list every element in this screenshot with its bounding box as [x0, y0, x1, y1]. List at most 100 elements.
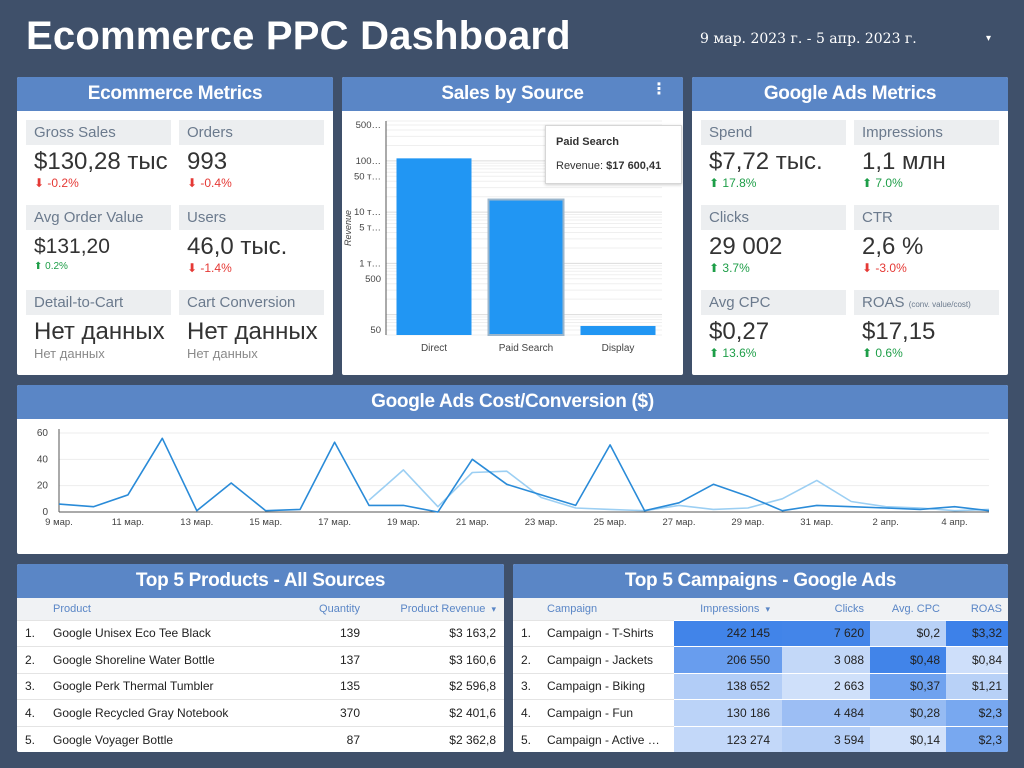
campaign-roas: $2,3: [946, 725, 1008, 752]
product-revenue: $3 160,6: [368, 646, 504, 673]
product-quantity: 137: [278, 646, 368, 673]
campaign-avg-cpc: $0,28: [870, 699, 946, 726]
product-name: Google Perk Thermal Tumbler: [53, 672, 278, 700]
tile-value: Нет данных: [34, 318, 165, 345]
tile-label: Cart Conversion: [179, 290, 324, 315]
ecommerce-metrics-card: Ecommerce Metrics Gross Sales $130,28 ты…: [17, 77, 333, 375]
header-impressions[interactable]: Impressions ▾: [674, 598, 782, 620]
tile-delta: ⬆ 0.2%: [34, 261, 68, 272]
avg-order-value-tile: Avg Order Value $131,20 ⬆ 0.2%: [26, 205, 171, 272]
header-product-revenue-label: Product Revenue: [400, 602, 486, 615]
tile-delta: ⬇ -1.4%: [187, 261, 232, 275]
header-product[interactable]: Product: [53, 598, 278, 620]
header-product-revenue[interactable]: Product Revenue ▾: [368, 598, 504, 620]
y-tick-label: 500…: [356, 120, 381, 131]
date-range-picker[interactable]: 9 мар. 2023 г. - 5 апр. 2023 г.: [700, 31, 917, 47]
y-tick-label: 1 т…: [359, 258, 381, 269]
orders-tile: Orders 993 ⬇ -0.4%: [179, 120, 324, 190]
campaign-avg-cpc: $0,2: [870, 619, 946, 647]
tile-value: $131,20: [34, 235, 110, 258]
campaign-avg-cpc: $0,14: [870, 725, 946, 752]
cost-conversion-line-chart: 0 20 40 60 9 мар. 11 мар. 13 мар. 15 мар. 17 мар…: [37, 428, 990, 528]
y-tick-label: 40: [37, 454, 49, 465]
bar-paid-search: [487, 198, 565, 337]
campaign-clicks: 3 088: [782, 646, 870, 673]
tile-label: Avg CPC: [701, 290, 846, 315]
row-index: 2.: [513, 646, 547, 673]
campaign-clicks: 3 594: [782, 725, 870, 752]
row-index: 3.: [513, 672, 547, 700]
spend-tile: Spend $7,72 тыс. ⬆ 17.8%: [701, 120, 846, 190]
table-row[interactable]: 4. Campaign - Fun 130 186 4 484 $0,28 $2,3: [513, 699, 1008, 726]
header-quantity[interactable]: Quantity: [278, 598, 368, 620]
product-quantity: 370: [278, 699, 368, 726]
tile-value: $17,15: [862, 318, 936, 345]
x-tick-label: 4 апр.: [941, 517, 967, 528]
campaign-name: Campaign - Biking: [547, 672, 674, 700]
header-clicks[interactable]: Clicks: [782, 598, 870, 620]
sales-by-source-card: Sales by Source ⋮ 500… 100… 50 т… 10 т… 5 т……: [342, 77, 683, 375]
row-index: 2.: [17, 646, 53, 673]
x-tick-label: 29 мар.: [731, 517, 764, 528]
chart-tooltip: Paid Search Revenue: $17 600,41: [545, 125, 682, 184]
header-roas[interactable]: ROAS: [946, 598, 1008, 620]
card-title: Google Ads Metrics: [692, 77, 1008, 111]
table-row[interactable]: 2. Google Shoreline Water Bottle 137 $3 160…: [17, 646, 504, 673]
y-tick-label: 20: [37, 481, 49, 492]
tile-value: $130,28 тыс: [34, 148, 168, 175]
table-row[interactable]: 1. Campaign - T-Shirts 242 145 7 620 $0,2 $3,…: [513, 619, 1008, 647]
tile-delta: ⬆ 17.8%: [709, 176, 757, 190]
y-tick-label: 50: [370, 325, 381, 336]
x-tick-label: 19 мар.: [387, 517, 420, 528]
campaign-clicks: 7 620: [782, 619, 870, 647]
product-revenue: $2 401,6: [368, 699, 504, 726]
table-header-row: Product Quantity Product Revenue ▾: [17, 598, 504, 620]
tile-label: Users: [179, 205, 324, 230]
row-index: 5.: [17, 725, 53, 752]
y-tick-label: 500: [365, 274, 381, 285]
header-campaign[interactable]: Campaign: [547, 598, 674, 620]
table-row[interactable]: 2. Campaign - Jackets 206 550 3 088 $0,48 $0,…: [513, 646, 1008, 673]
row-index: 1.: [17, 619, 53, 647]
table-row[interactable]: 4. Google Recycled Gray Notebook 370 $2 401…: [17, 699, 504, 726]
header-avg-cpc[interactable]: Avg. CPC: [870, 598, 946, 620]
header-index: [17, 598, 53, 620]
x-tick-label: 21 мар.: [456, 517, 489, 528]
x-tick-label: 9 мар.: [45, 517, 73, 528]
page-title: Ecommerce PPC Dashboard: [26, 14, 571, 58]
table-row[interactable]: 5. Google Voyager Bottle 87 $2 362,8: [17, 725, 504, 752]
campaign-name: Campaign - Fun: [547, 699, 674, 726]
gross-sales-tile: Gross Sales $130,28 тыс ⬇ -0.2%: [26, 120, 171, 190]
more-options-icon[interactable]: ⋮: [651, 81, 667, 98]
top-campaigns-card: Top 5 Campaigns - Google Ads Campaign Im…: [513, 564, 1008, 752]
table-row[interactable]: 3. Campaign - Biking 138 652 2 663 $0,37 $1,2…: [513, 672, 1008, 700]
users-tile: Users 46,0 тыс. ⬇ -1.4%: [179, 205, 324, 275]
table-row[interactable]: 1. Google Unisex Eco Tee Black 139 $3 163,2: [17, 619, 504, 647]
tile-delta: ⬇ -0.4%: [187, 176, 232, 190]
clicks-tile: Clicks 29 002 ⬆ 3.7%: [701, 205, 846, 275]
table-row[interactable]: 5. Campaign - Active … 123 274 3 594 $0,14 $2…: [513, 725, 1008, 752]
tile-delta: ⬇ -3.0%: [862, 261, 907, 275]
table-row[interactable]: 3. Google Perk Thermal Tumbler 135 $2 596,8: [17, 672, 504, 700]
chevron-down-icon[interactable]: ▾: [986, 33, 992, 44]
x-tick-label: 17 мар.: [318, 517, 351, 528]
tile-subtext: Нет данных: [187, 346, 258, 361]
x-tick-label: Direct: [421, 343, 447, 354]
row-index: 1.: [513, 619, 547, 647]
row-index: 4.: [513, 699, 547, 726]
x-tick-label: Display: [602, 343, 635, 354]
x-tick-label: Paid Search: [499, 343, 553, 354]
card-title: Top 5 Products - All Sources: [17, 564, 504, 598]
tile-value: Нет данных: [187, 318, 318, 345]
campaign-impressions: 206 550: [674, 646, 782, 673]
x-tick-label: 23 мар.: [525, 517, 558, 528]
campaign-avg-cpc: $0,48: [870, 646, 946, 673]
y-tick-label: 0: [42, 507, 48, 518]
cart-conversion-tile: Cart Conversion Нет данных Нет данных: [179, 290, 324, 361]
campaign-impressions: 123 274: [674, 725, 782, 752]
tile-label: Orders: [179, 120, 324, 145]
campaign-impressions: 242 145: [674, 619, 782, 647]
y-tick-label: 60: [37, 428, 49, 439]
tile-value: 29 002: [709, 233, 783, 260]
row-index: 4.: [17, 699, 53, 726]
